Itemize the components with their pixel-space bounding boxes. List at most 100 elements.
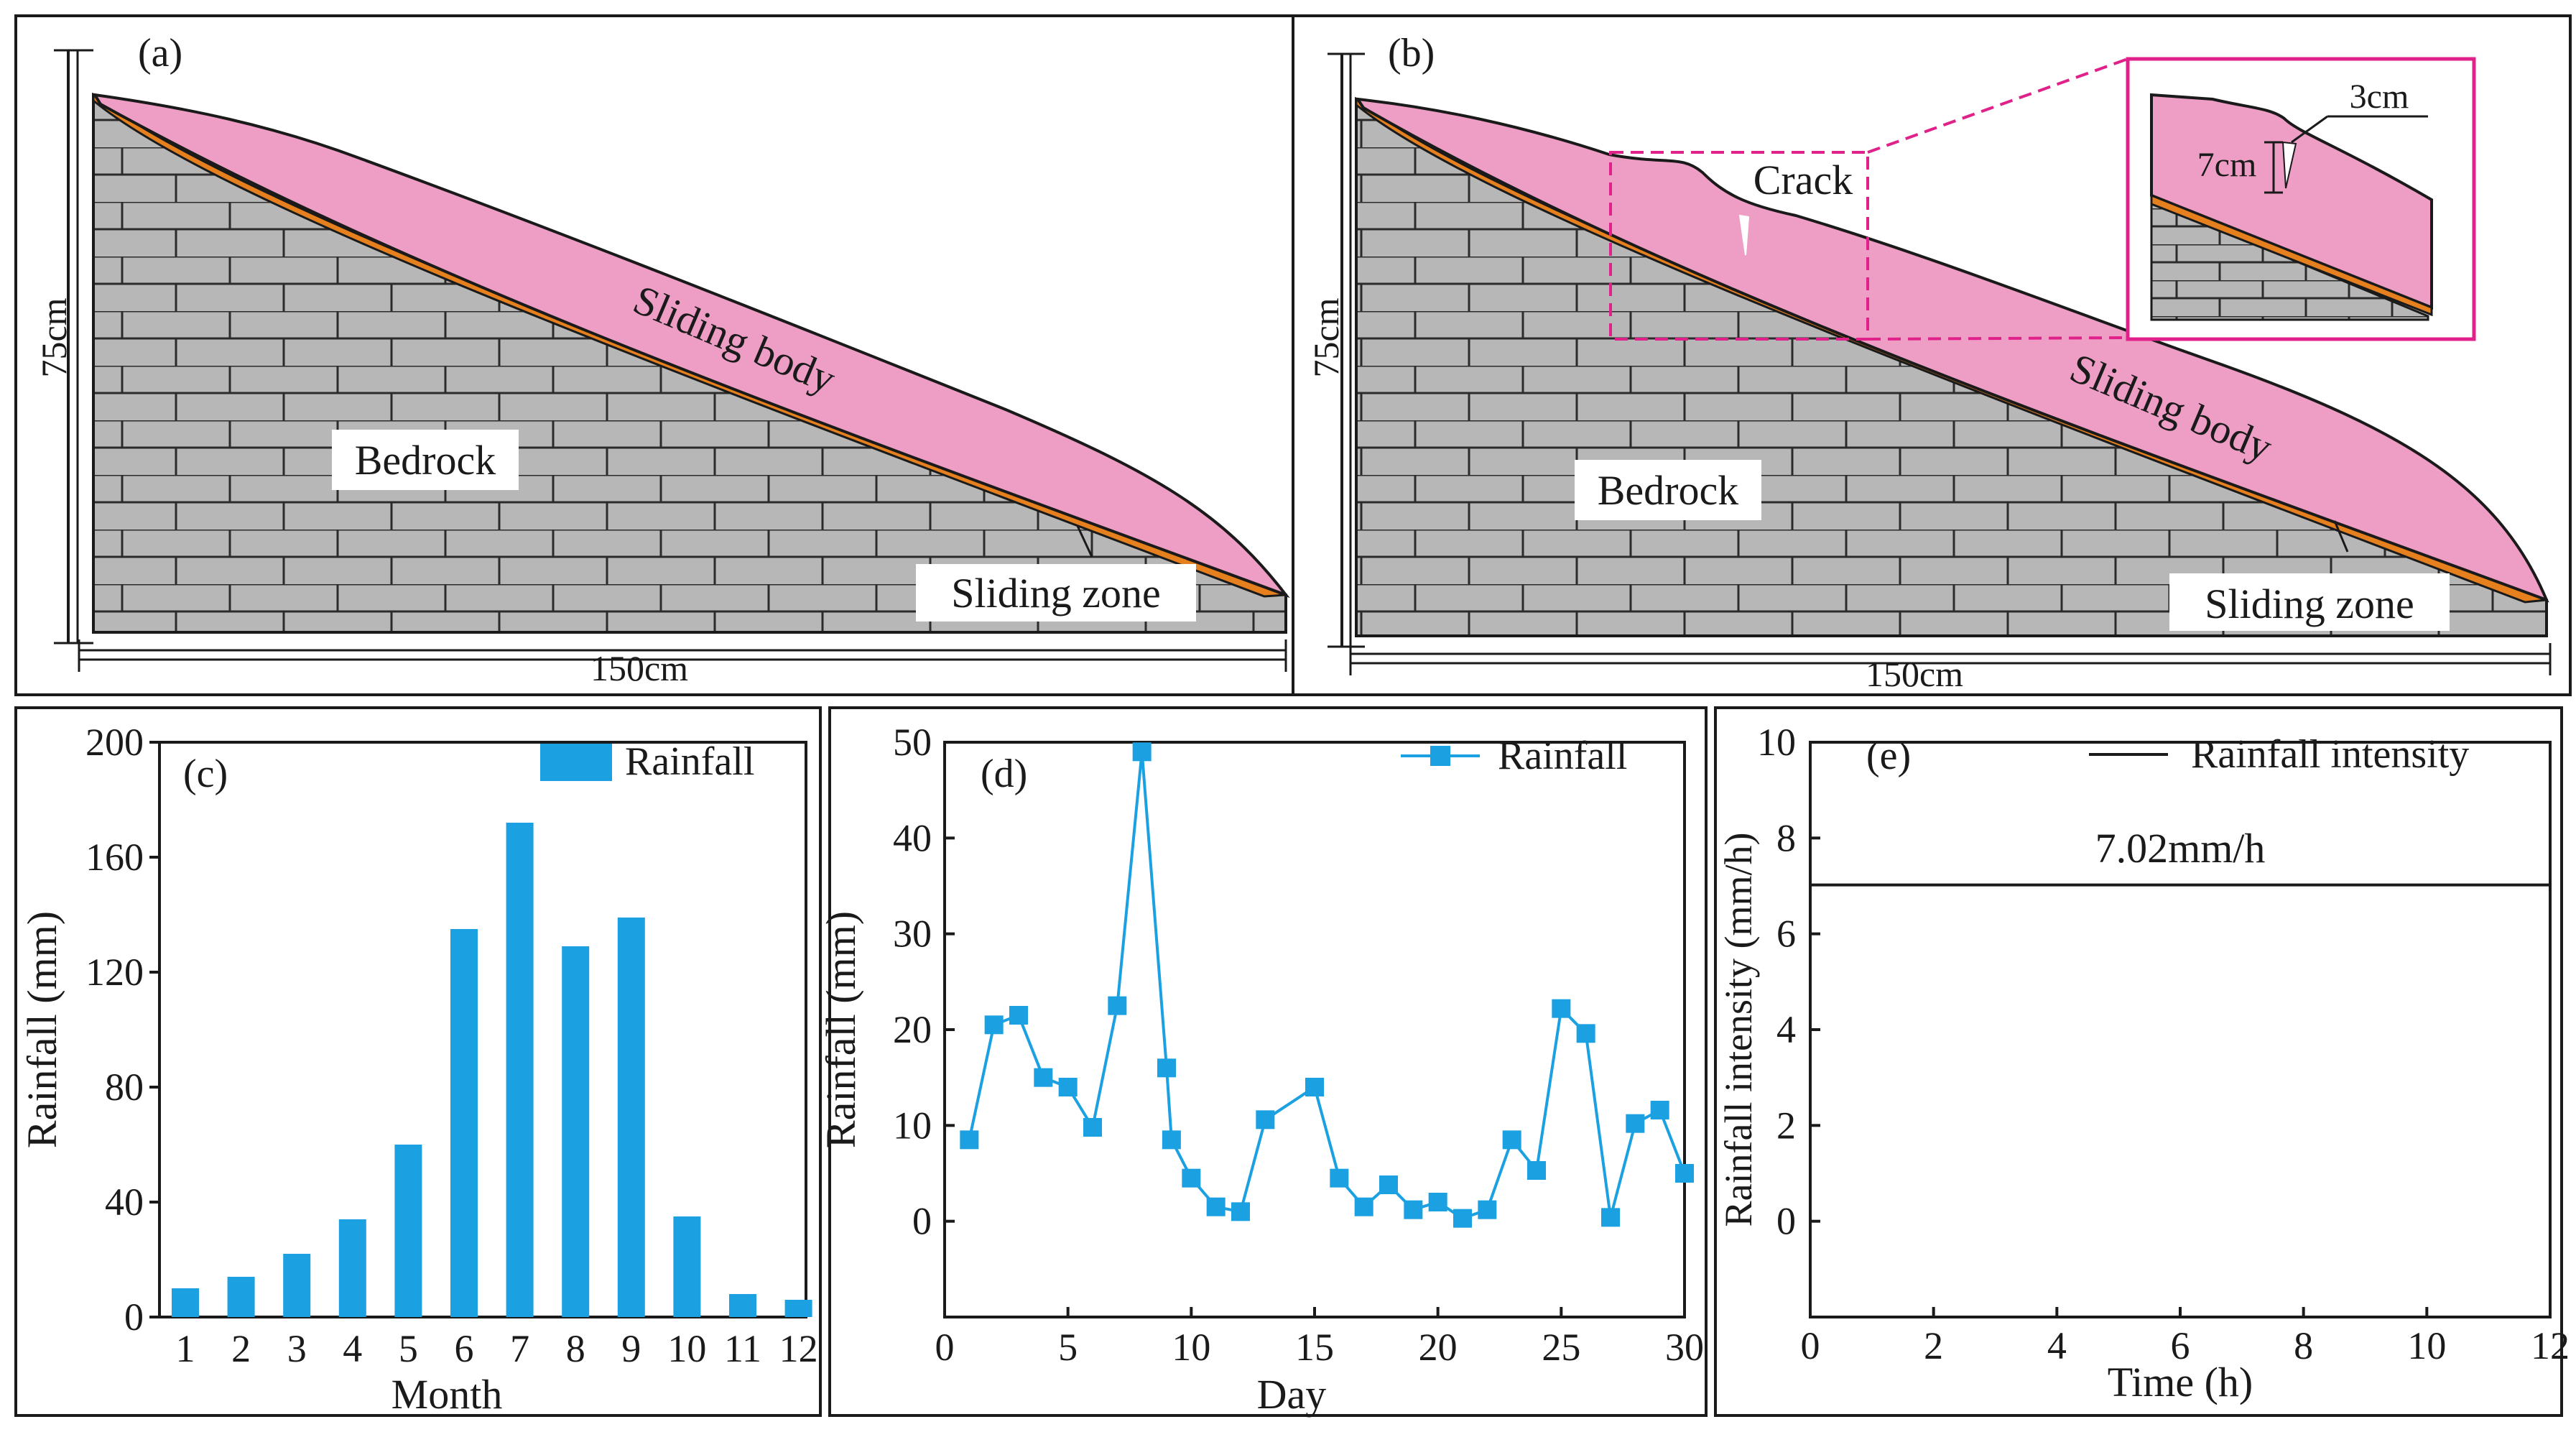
rainfall-point <box>1453 1209 1472 1228</box>
x-axis-title-c: Month <box>392 1371 503 1418</box>
rainfall-point <box>1083 1118 1102 1137</box>
x-tick-label: 5 <box>1058 1326 1078 1369</box>
x-tick-label: 8 <box>566 1327 585 1370</box>
x-tick-label: 4 <box>2047 1324 2067 1367</box>
rainfall-point <box>1157 1058 1176 1078</box>
dimension-horizontal-b <box>1349 643 2552 675</box>
sliding-body-b <box>1354 97 2549 603</box>
zoom-line-bottom <box>1867 336 2128 341</box>
zoom-box <box>1609 151 1869 341</box>
x-tick-label: 15 <box>1295 1326 1334 1369</box>
bar-month-2 <box>227 1277 255 1317</box>
x-tick-label: 0 <box>935 1326 955 1369</box>
sliding-zone-label-bg-b <box>2169 573 2450 631</box>
y-tick-label: 160 <box>85 836 144 879</box>
x-tick-label: 12 <box>2531 1324 2570 1367</box>
x-axis-title-e: Time (h) <box>2108 1359 2253 1405</box>
bar-month-7 <box>506 823 534 1317</box>
rainfall-point <box>1576 1024 1595 1043</box>
y-tick-label: 50 <box>893 721 932 764</box>
bar-month-12 <box>784 1300 812 1317</box>
inset-crack <box>2281 141 2297 189</box>
width-label-a: 150cm <box>590 648 688 688</box>
x-tick-label: 7 <box>510 1327 529 1370</box>
rainfall-point <box>1502 1130 1521 1150</box>
y-tick-label: 2 <box>1776 1104 1796 1147</box>
dimension-vertical-b <box>1328 52 1365 648</box>
inset-depth-label: 7cm <box>2197 146 2257 184</box>
rainfall-point <box>1404 1200 1423 1219</box>
bar-month-1 <box>172 1288 199 1317</box>
rainfall-point <box>1379 1175 1398 1194</box>
plot-area-d <box>943 741 1686 1318</box>
rainfall-point <box>1009 1006 1028 1025</box>
panel-b-frame <box>1292 14 2572 696</box>
zoom-line-top <box>1867 57 2128 154</box>
bar-month-6 <box>450 929 478 1317</box>
rainfall-point <box>1428 1193 1447 1211</box>
sliding-zone-leader-b <box>2333 520 2349 553</box>
rainfall-point <box>984 1015 1004 1035</box>
rainfall-point <box>1478 1200 1497 1219</box>
rainfall-point <box>1650 1101 1669 1119</box>
panel-c-letter: (c) <box>183 752 228 796</box>
x-tick-label: 3 <box>287 1327 307 1370</box>
bedrock-label-bg-a <box>332 430 519 490</box>
bars-c <box>172 823 812 1317</box>
bar-month-3 <box>283 1254 311 1317</box>
crack <box>1738 214 1750 256</box>
rainfall-point <box>1675 1164 1694 1183</box>
width-label-b: 150cm <box>1866 654 1963 694</box>
rainfall-point <box>1330 1168 1349 1188</box>
y-tick-label: 30 <box>893 913 932 956</box>
legend-swatch-c <box>540 744 612 781</box>
height-label-a: 75cm <box>34 297 74 377</box>
panel-e: (e) Rainfall intensity 7.02mm/h Rainfall… <box>1714 706 2570 1417</box>
legend-label-d: Rainfall <box>1498 734 1627 778</box>
rainfall-point <box>1527 1161 1546 1180</box>
x-tick-label: 1 <box>176 1327 195 1370</box>
bar-month-9 <box>617 918 645 1317</box>
y-tick-label: 4 <box>1776 1008 1796 1051</box>
rainfall-point <box>1206 1197 1226 1216</box>
rainfall-point <box>1034 1068 1053 1087</box>
inset-sliding-body <box>2150 93 2433 310</box>
y-tick-label: 80 <box>105 1066 144 1109</box>
legend-label-c: Rainfall <box>625 739 754 784</box>
series-d <box>960 742 1694 1228</box>
dimension-horizontal-a <box>78 639 1287 672</box>
inset: 3cm 7cm <box>2126 57 2476 341</box>
inset-sliding-zone <box>2150 193 2433 317</box>
sliding-zone-label-b: Sliding zone <box>2205 581 2414 627</box>
rainfall-point <box>1108 996 1127 1015</box>
rainfall-point <box>1626 1114 1645 1133</box>
rainfall-point <box>1132 742 1152 762</box>
panel-e-frame <box>1714 706 2563 1417</box>
panel-d: (d) Rainfall Rainfall (mm) Day 0 5 10 15 20 2… <box>817 706 1708 1418</box>
bar-month-4 <box>338 1219 366 1317</box>
bedrock-label-b: Bedrock <box>1598 467 1739 514</box>
sliding-zone-label-a: Sliding zone <box>951 570 1161 616</box>
bar-month-5 <box>394 1145 422 1317</box>
x-tick-label: 4 <box>343 1327 362 1370</box>
panel-a: (a) 75cm 150cm Sliding body Bedrock Slid… <box>14 14 1294 696</box>
plot-area-c <box>158 741 807 1318</box>
x-tick-label: 30 <box>1665 1326 1704 1369</box>
inset-width-label: 3cm <box>2350 78 2409 116</box>
y-tick-label: 40 <box>105 1181 144 1224</box>
inset-width-leader <box>2291 115 2328 144</box>
rainfall-line <box>968 752 1686 1220</box>
sliding-zone <box>92 92 1287 598</box>
x-tick-label: 6 <box>2171 1324 2190 1367</box>
x-axis-title-d: Day <box>1257 1371 1327 1418</box>
panel-d-frame <box>828 706 1708 1417</box>
bar-month-10 <box>673 1216 701 1317</box>
y-tick-label: 200 <box>85 721 144 764</box>
y-tick-label: 0 <box>124 1295 144 1339</box>
y-tick-label: 8 <box>1776 816 1796 859</box>
panel-e-letter: (e) <box>1866 734 1911 778</box>
rainfall-point <box>1182 1168 1201 1188</box>
sliding-zone-leader <box>1076 525 1093 558</box>
x-tick-label: 6 <box>455 1327 474 1370</box>
